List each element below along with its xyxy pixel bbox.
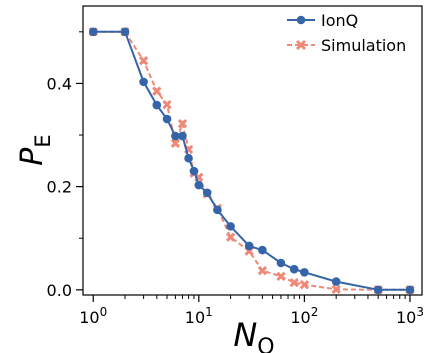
y-axis-label-main: P xyxy=(15,147,50,166)
y-tick-label: 0.2 xyxy=(47,178,72,197)
data-point-ionq xyxy=(189,166,199,176)
data-point-ionq xyxy=(120,27,130,37)
data-point-ionq xyxy=(162,114,172,124)
legend-marker-ionq xyxy=(296,15,306,25)
series-layer xyxy=(88,27,415,295)
data-point-ionq xyxy=(405,285,415,295)
data-point-simulation xyxy=(152,86,162,96)
x-axis-label-sub: Q xyxy=(257,335,274,353)
data-point-ionq xyxy=(213,205,222,215)
data-point-ionq xyxy=(194,180,204,190)
data-point-ionq xyxy=(226,222,235,231)
x-tick-label: 103 xyxy=(396,305,424,327)
data-point-ionq xyxy=(178,131,187,141)
data-point-simulation xyxy=(276,271,286,282)
data-point-simulation xyxy=(162,99,172,110)
data-point-simulation xyxy=(225,232,236,242)
x-tick-label: 100 xyxy=(79,305,107,327)
data-point-ionq xyxy=(139,77,148,87)
data-point-ionq xyxy=(88,27,98,37)
y-axis-label: PE xyxy=(15,134,55,165)
data-point-ionq xyxy=(373,285,383,295)
data-point-ionq xyxy=(244,241,254,251)
series-line-ionq xyxy=(93,30,410,291)
series-line-simulation xyxy=(93,30,410,291)
legend-label-ionq: IonQ xyxy=(321,11,358,30)
data-point-simulation xyxy=(299,280,310,290)
data-point-simulation xyxy=(177,119,188,129)
data-point-simulation xyxy=(289,277,299,288)
ticks-layer: 0.0 0.2 0.4 100 101 102 103 xyxy=(47,31,424,327)
legend: IonQ Simulation xyxy=(287,11,406,55)
data-point-simulation xyxy=(170,138,181,148)
x-axis-label-main: N xyxy=(233,316,257,353)
data-point-ionq xyxy=(300,267,309,277)
x-tick-label: 101 xyxy=(185,305,213,327)
legend-marker-simulation xyxy=(295,39,307,51)
x-axis-label: NQ xyxy=(233,316,274,353)
y-tick-label: 0.4 xyxy=(47,74,72,93)
data-point-ionq xyxy=(276,258,286,268)
data-point-simulation xyxy=(138,56,149,66)
y-axis-label-sub: E xyxy=(31,134,55,147)
data-point-simulation xyxy=(257,266,268,276)
x-tick-label: 102 xyxy=(290,305,318,327)
data-point-ionq xyxy=(171,131,180,141)
data-point-ionq xyxy=(184,153,193,163)
data-point-ionq xyxy=(258,245,267,255)
data-point-ionq xyxy=(331,277,341,286)
data-point-ionq xyxy=(289,264,299,274)
y-tick-label: 0.0 xyxy=(47,281,72,300)
data-point-ionq xyxy=(152,100,162,110)
data-point-ionq xyxy=(202,188,212,198)
plot-frame xyxy=(82,5,423,296)
data-point-simulation xyxy=(331,284,341,294)
legend-label-simulation: Simulation xyxy=(321,36,406,55)
